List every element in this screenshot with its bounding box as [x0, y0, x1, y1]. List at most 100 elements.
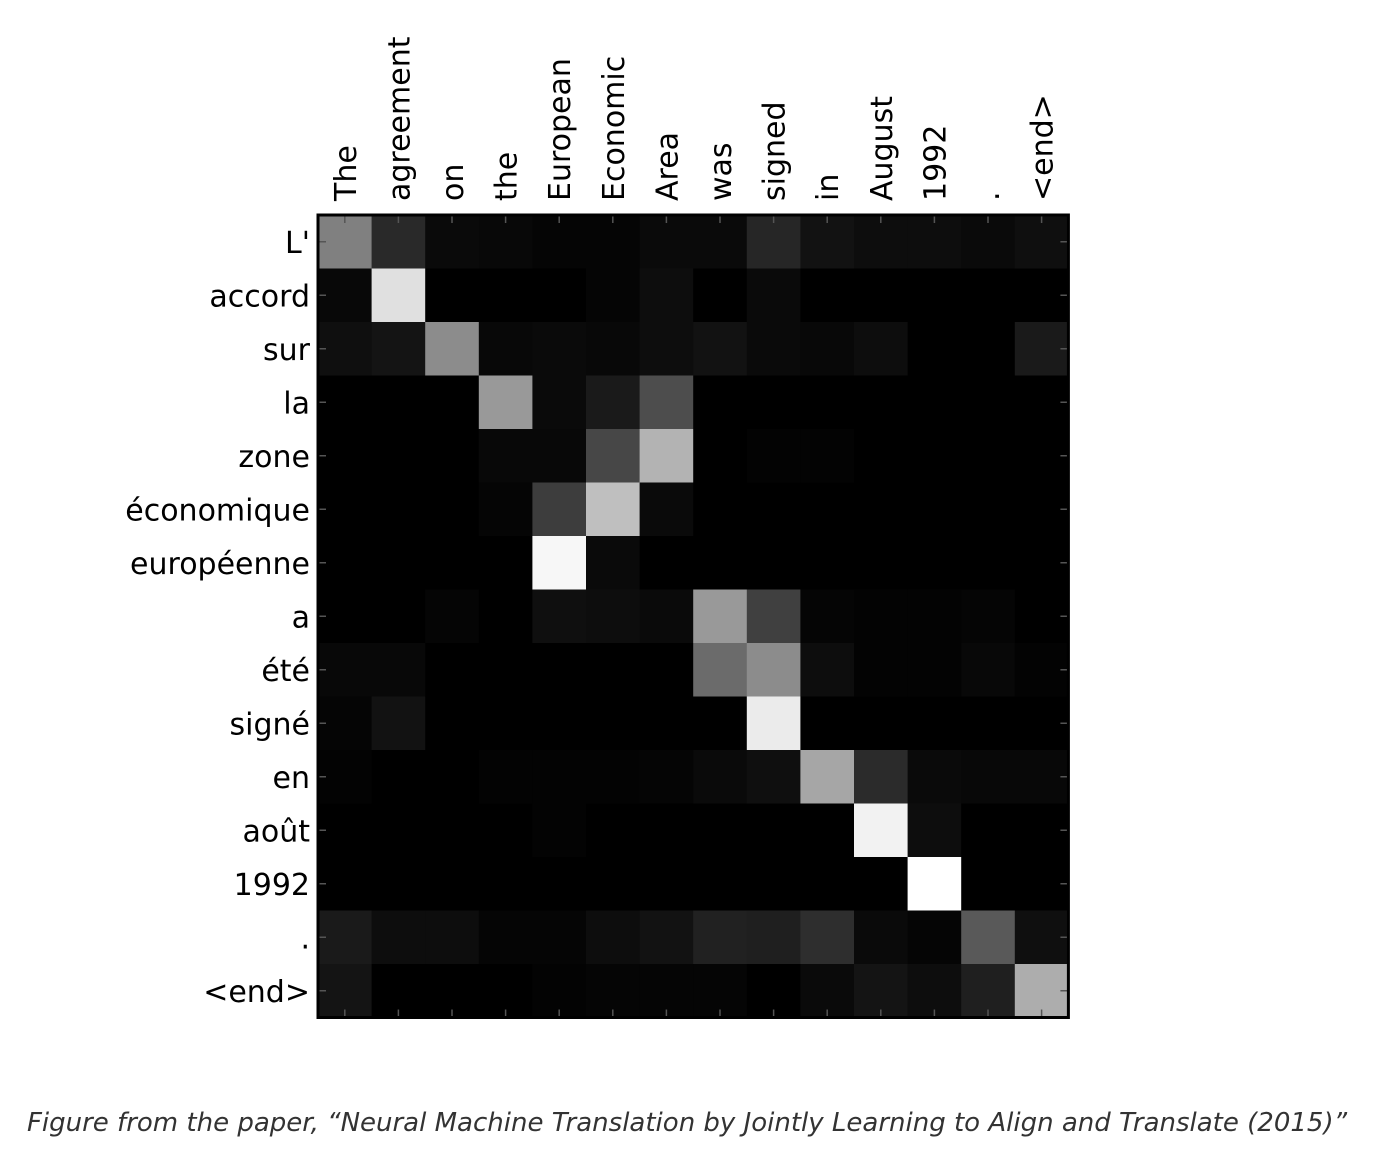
heatmap-cell	[907, 750, 962, 805]
heatmap-cell	[800, 429, 855, 484]
heatmap-cell	[586, 322, 641, 377]
heatmap-cell	[639, 536, 694, 591]
heatmap-cell	[1014, 964, 1069, 1019]
heatmap-cell	[907, 482, 962, 537]
heatmap-cell	[854, 268, 909, 323]
heatmap-cell	[907, 375, 962, 430]
x-tick-label: the	[490, 152, 525, 201]
y-tick-label: <end>	[203, 975, 310, 1010]
heatmap-cell	[425, 322, 480, 377]
heatmap-cell	[318, 375, 373, 430]
y-tick-label: la	[283, 386, 310, 421]
heatmap-cell	[639, 803, 694, 858]
heatmap-cell	[639, 215, 694, 270]
heatmap-cell	[800, 589, 855, 644]
heatmap-cell	[800, 536, 855, 591]
attention-heatmap-figure: The agreement on the European Economic Area was…	[125, 36, 1070, 1019]
heatmap-cell	[639, 429, 694, 484]
heatmap-cell	[800, 643, 855, 698]
heatmap-cell	[371, 322, 426, 377]
heatmap-cell	[961, 536, 1016, 591]
heatmap-cell	[854, 750, 909, 805]
heatmap-cell	[532, 696, 587, 751]
heatmap-cell	[371, 750, 426, 805]
heatmap-cell	[746, 536, 801, 591]
heatmap-cell	[586, 482, 641, 537]
heatmap-cell	[907, 857, 962, 912]
heatmap-cell	[693, 375, 748, 430]
heatmap-cell	[318, 750, 373, 805]
heatmap-cell	[478, 482, 533, 537]
y-tick-label: signé	[230, 707, 310, 742]
heatmap-cell	[907, 696, 962, 751]
heatmap-cell	[478, 857, 533, 912]
heatmap-cell	[800, 482, 855, 537]
heatmap-cell	[318, 536, 373, 591]
heatmap-cell	[907, 322, 962, 377]
plot-frame	[316, 213, 1070, 1019]
heatmap-cell	[854, 696, 909, 751]
heatmap-cell	[907, 536, 962, 591]
heatmap-cell	[318, 643, 373, 698]
x-tick-label: Area	[650, 132, 685, 201]
heatmap-cell	[854, 375, 909, 430]
heatmap-cell	[961, 750, 1016, 805]
heatmap-cell	[961, 215, 1016, 270]
x-tick-label: August	[865, 96, 900, 201]
heatmap-cell	[425, 215, 480, 270]
heatmap-cell	[532, 536, 587, 591]
heatmap-cell	[854, 215, 909, 270]
heatmap-cell	[800, 803, 855, 858]
heatmap-cell	[586, 215, 641, 270]
heatmap-cell	[746, 643, 801, 698]
heatmap-cell	[639, 750, 694, 805]
heatmap-cell	[961, 803, 1016, 858]
heatmap-cell	[318, 482, 373, 537]
heatmap-cell	[961, 696, 1016, 751]
heatmap-cell	[318, 964, 373, 1019]
x-tick-label: on	[436, 164, 471, 201]
heatmap-cell	[961, 589, 1016, 644]
x-tick-label: European	[543, 58, 578, 201]
heatmap-cell	[1014, 536, 1069, 591]
y-tick-label: L'	[285, 226, 310, 261]
heatmap-cell	[532, 429, 587, 484]
heatmap-cell	[746, 375, 801, 430]
heatmap-cell	[907, 589, 962, 644]
heatmap-cell	[746, 750, 801, 805]
heatmap-cell	[478, 750, 533, 805]
heatmap-cell	[854, 589, 909, 644]
heatmap-cell	[746, 429, 801, 484]
heatmap-cell	[478, 803, 533, 858]
heatmap-cell	[854, 857, 909, 912]
heatmap-cell	[800, 964, 855, 1019]
heatmap-cell	[693, 429, 748, 484]
heatmap-cell	[371, 536, 426, 591]
heatmap-cell	[907, 803, 962, 858]
heatmap-cell	[693, 215, 748, 270]
heatmap-cell	[854, 643, 909, 698]
heatmap-cell	[693, 910, 748, 965]
x-tick-label: in	[811, 174, 846, 201]
heatmap-cell	[693, 803, 748, 858]
heatmap-cell	[425, 268, 480, 323]
heatmap-cell	[800, 696, 855, 751]
x-tick-label: signed	[758, 101, 793, 201]
x-tick-label: .	[972, 191, 1007, 201]
heatmap-cell	[961, 910, 1016, 965]
heatmap-cell	[425, 803, 480, 858]
heatmap-cell	[800, 268, 855, 323]
heatmap-cell	[1014, 215, 1069, 270]
heatmap-cell	[371, 589, 426, 644]
x-tick-label: agreement	[382, 36, 417, 201]
heatmap-cell	[1014, 322, 1069, 377]
heatmap-cell	[586, 910, 641, 965]
x-tick-label: Economic	[597, 56, 632, 201]
y-tick-label: économique	[125, 493, 310, 528]
heatmap-cell	[425, 589, 480, 644]
heatmap-cell	[478, 643, 533, 698]
heatmap-cell	[1014, 696, 1069, 751]
heatmap-cell	[693, 322, 748, 377]
heatmap-cell	[1014, 643, 1069, 698]
heatmap-cell	[907, 268, 962, 323]
